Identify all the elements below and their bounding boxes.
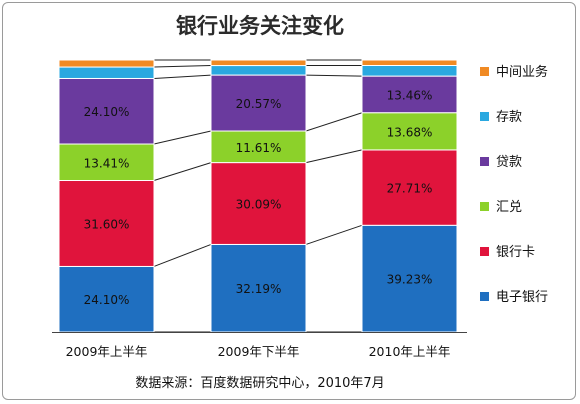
legend-label: 贷款 [496, 155, 522, 170]
legend-swatch [480, 247, 489, 256]
legend-swatch [480, 157, 489, 166]
connector-line [153, 162, 212, 181]
connector-line [153, 65, 212, 68]
bar-segment-2 [361, 149, 458, 226]
bar-segment-3 [361, 112, 458, 151]
legend-swatch [480, 202, 489, 211]
bar-segment-2 [210, 162, 307, 245]
x-tick-label: 2010年上半年 [369, 344, 451, 359]
connector-line [153, 130, 212, 145]
bar-segment-5 [210, 65, 307, 76]
legend-label: 汇兑 [496, 200, 522, 215]
legend-swatch [480, 112, 489, 121]
x-tick-label: 2009年上半年 [66, 344, 148, 359]
legend-label: 存款 [496, 110, 522, 125]
legend-label: 电子银行 [496, 290, 548, 305]
bar-segment-1 [58, 265, 155, 333]
bar-segment-1 [361, 224, 458, 333]
data-label: 24.10% [84, 105, 130, 119]
data-label: 27.71% [387, 182, 433, 196]
bar-segment-1 [210, 243, 307, 333]
data-label: 20.57% [236, 97, 282, 111]
data-label: 13.46% [387, 88, 433, 102]
bar-segment-4 [58, 77, 155, 145]
connector-line [153, 243, 212, 267]
connector-line [153, 74, 212, 79]
legend-label: 银行卡 [496, 245, 535, 260]
bar-segment-4 [210, 74, 307, 132]
legend-swatch [480, 67, 489, 76]
data-label: 32.19% [236, 282, 282, 296]
bar-segment-6 [210, 59, 307, 67]
data-label: 30.09% [236, 198, 282, 212]
chart-title: 银行业务关注变化 [176, 14, 344, 38]
bar-segment-5 [361, 64, 458, 77]
connector-line [305, 149, 363, 164]
x-tick-label: 2009年下半年 [218, 344, 300, 359]
bar-segment-6 [361, 59, 458, 66]
data-label: 39.23% [387, 273, 433, 287]
connector-line [305, 74, 363, 77]
connector-line [305, 112, 363, 132]
data-label: 11.61% [236, 141, 282, 155]
bar-segment-5 [58, 66, 155, 79]
legend-label: 中间业务 [496, 64, 548, 80]
data-label: 24.10% [84, 293, 130, 307]
bar-segment-4 [361, 75, 458, 114]
data-label: 31.60% [84, 217, 130, 231]
bar-segment-3 [210, 130, 307, 164]
bar-segment-2 [58, 179, 155, 267]
legend-swatch [480, 292, 489, 301]
connector-line [305, 224, 363, 245]
data-label: 13.41% [84, 156, 130, 170]
bar-segment-6 [58, 59, 155, 68]
bar-segment-3 [58, 143, 155, 181]
source-note: 数据来源：百度数据研究中心，2010年7月 [135, 376, 385, 391]
data-label: 13.68% [387, 125, 433, 139]
